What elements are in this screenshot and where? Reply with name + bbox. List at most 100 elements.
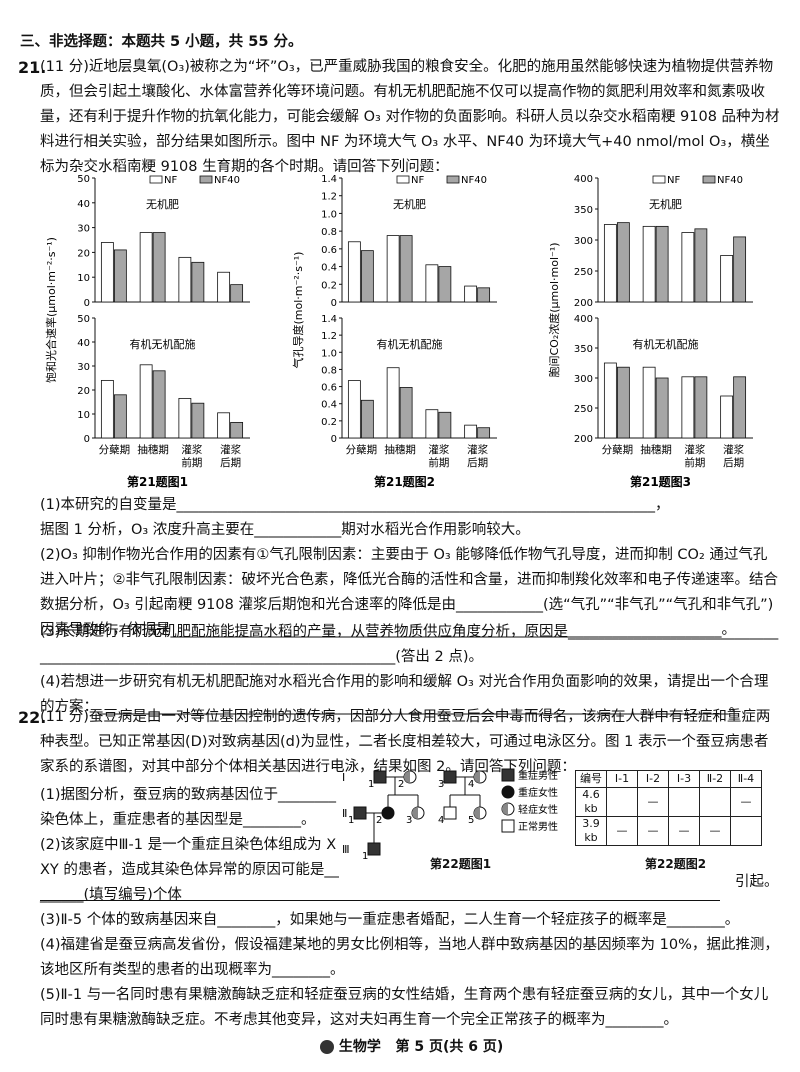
table-cell: Ⅰ-1: [606, 770, 638, 788]
x-tick-label: 抽穗期: [384, 443, 416, 456]
bar: [464, 424, 478, 439]
sub-question: (4)福建省是蚕豆病高发省份，假设福建某地的男女比例相等，当地人群中致病基因的基…: [40, 937, 779, 978]
bar: [616, 222, 630, 303]
individual-number: 1: [348, 815, 354, 826]
legend-swatch: [396, 175, 410, 184]
y-tick-label: 200: [574, 298, 593, 309]
y-tick-label: 1.4: [321, 314, 337, 325]
y-tick-label: 300: [574, 374, 593, 385]
individual-number: 1: [368, 779, 374, 790]
individual-number: 4: [438, 815, 444, 826]
sub-question: (3)长期进行有机无机肥配施能提高水稻的产量，从营养物质供应角度分析，原因是__…: [40, 624, 779, 665]
legend-swatch: [446, 175, 460, 184]
bar: [477, 427, 491, 439]
y-tick-label: 1.4: [321, 174, 337, 185]
pedigree-individual: [443, 770, 457, 784]
bar: [720, 255, 734, 303]
legend-symbol: [501, 819, 515, 833]
table-row: 编号 Ⅰ-1 Ⅰ-2 Ⅰ-3 Ⅱ-2 Ⅱ-4: [575, 770, 762, 788]
sub-question: (5)Ⅱ-1 与一名同时患有果糖激酶缺乏症和轻症蚕豆病的女性结婚，生育两个患有轻…: [40, 987, 769, 1028]
x-tick-label: 灌浆后期: [467, 443, 488, 469]
bar: [642, 225, 656, 303]
bar: [425, 409, 439, 439]
generation-label: Ⅱ: [342, 807, 347, 820]
y-tick-label: 0: [331, 298, 337, 309]
bar: [616, 366, 630, 439]
bar: [694, 376, 708, 439]
figure-caption: 第21题图2: [374, 474, 435, 489]
y-tick-label: 0: [331, 434, 337, 445]
figure-caption: 第22题图1: [430, 857, 492, 871]
question-number: 21.: [18, 58, 47, 77]
bar: [152, 232, 166, 303]
table-cell: Ⅰ-2: [637, 770, 669, 788]
x-tick-label: 分蘖期: [602, 443, 634, 456]
sub-question-end: 引起。: [735, 874, 779, 890]
y-tick-label: 30: [77, 224, 90, 235]
legend-swatch: [199, 175, 213, 184]
y-tick-label: 0.2: [321, 280, 337, 291]
y-tick-label: 0: [84, 298, 90, 309]
footer-page: 第 5 页(共 6 页): [395, 1039, 504, 1055]
pedigree-individual-half: [404, 771, 410, 783]
x-tick-label: 灌浆前期: [428, 443, 449, 469]
bar: [733, 376, 747, 439]
legend-label: 正常男性: [518, 820, 558, 833]
electrophoresis-table: 编号 Ⅰ-1 Ⅰ-2 Ⅰ-3 Ⅱ-2 Ⅱ-4 4.6 kb — —3.9 kb — — — —: [575, 770, 762, 846]
legend-symbol: [501, 768, 515, 782]
bar: [733, 236, 747, 303]
bar: [113, 249, 127, 303]
sub-question: 据图 1 分析，O₃ 浓度升高主要在____________期对水稻光合作用影响…: [40, 522, 530, 538]
individual-number: 5: [468, 815, 474, 826]
footer: 生物学 第 5 页(共 6 页): [320, 1035, 503, 1060]
x-tick-label: 灌浆后期: [220, 443, 241, 469]
bar: [217, 412, 231, 439]
y-axis-label: 胞间CO₂浓度(μmol·mol⁻¹): [547, 242, 561, 377]
figure-caption: 第21题图1: [127, 474, 188, 489]
table-cell: —: [637, 787, 669, 817]
table-cell: —: [730, 787, 762, 817]
x-tick-label: 抽穗期: [137, 443, 169, 456]
x-tick-label: 灌浆前期: [684, 443, 705, 469]
bar: [191, 402, 205, 439]
y-tick-label: 0: [84, 434, 90, 445]
bar: [655, 225, 669, 303]
logo: [320, 1040, 334, 1054]
bar: [603, 362, 617, 439]
question-number: 22.: [18, 708, 47, 727]
panel-title: 无机肥: [146, 197, 179, 211]
y-tick-label: 300: [574, 236, 593, 247]
panel-title: 无机肥: [649, 197, 682, 211]
individual-number: 3: [438, 779, 444, 790]
legend-label: 重症女性: [518, 786, 558, 799]
bar: [217, 271, 231, 303]
y-tick-label: 0.6: [321, 383, 337, 394]
figure-caption: 第22题图2: [645, 857, 707, 871]
pedigree-individual: [443, 806, 457, 820]
table-cell: —: [668, 816, 700, 846]
legend-label: 重症男性: [518, 769, 558, 782]
bar: [191, 261, 205, 303]
table-cell: [668, 787, 700, 817]
y-tick-label: 20: [77, 386, 90, 397]
pedigree-individual: [353, 806, 367, 820]
individual-number: 1: [362, 851, 368, 862]
bar: [438, 266, 452, 303]
sub-question: (2)该家庭中Ⅲ-1 是一个重症且染色体组成为 XXY 的患者，造成其染色体异常…: [40, 837, 339, 903]
y-tick-label: 20: [77, 248, 90, 259]
table-cell: Ⅱ-2: [699, 770, 731, 788]
bar: [113, 394, 127, 439]
table-cell: Ⅰ-3: [668, 770, 700, 788]
generation-label: Ⅰ: [342, 771, 345, 784]
bar: [139, 232, 153, 303]
y-tick-label: 0.4: [321, 263, 337, 274]
bar: [347, 241, 361, 303]
pedigree-individual-half: [474, 807, 480, 819]
y-tick-label: 1.2: [321, 192, 337, 203]
pedigree-individual-half: [412, 807, 418, 819]
x-tick-label: 灌浆后期: [723, 443, 744, 469]
y-tick-label: 400: [574, 314, 593, 325]
sub-question: (2)O₃ 抑制作物光合作用的因素有①气孔限制因素：主要由于 O₃ 能够降低作物…: [40, 547, 778, 638]
question-intro: (11 分)近地层臭氧(O₃)被称之为“坏”O₃，已严重威胁我国的粮食安全。化肥…: [40, 59, 780, 175]
table-cell: 3.9 kb: [575, 816, 607, 846]
